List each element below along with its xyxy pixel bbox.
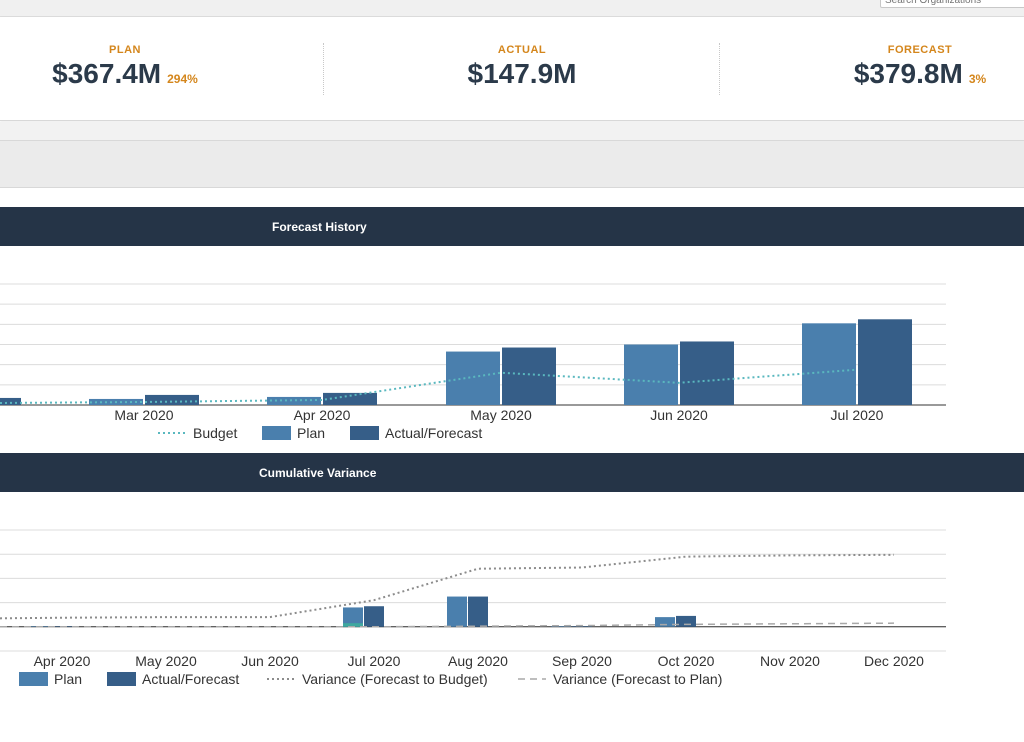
legend-actual-forecast-label: Actual/Forecast <box>385 425 482 441</box>
forecast-history-header: Forecast History <box>0 207 1024 246</box>
kpi-forecast-value: $379.8M 3% <box>800 58 1024 90</box>
kpi-actual-label: ACTUAL <box>497 44 547 56</box>
x-tick-label: Apr 2020 <box>34 653 91 669</box>
legend-plan-swatch <box>19 672 48 686</box>
kpi-plan-percent: 294% <box>167 72 198 86</box>
plan-bar-jun-2020 <box>624 344 678 405</box>
plan-bar-sep-2020 <box>551 626 571 627</box>
kpi-forecast-amount: $379.8M <box>853 58 963 89</box>
actual-forecast-bar-oct-2020 <box>676 615 696 627</box>
legend-plan-label: Plan <box>54 671 82 687</box>
variance-bar-jul-2020 <box>343 623 363 627</box>
x-tick-label: Nov 2020 <box>760 653 820 669</box>
forecast-history-title: Forecast History <box>272 220 367 234</box>
actual-forecast-bar-sep-2020 <box>572 626 592 627</box>
x-tick-label: Jun 2020 <box>650 407 708 423</box>
top-strip <box>0 0 1024 17</box>
section-gap <box>0 122 1024 140</box>
legend-actual-forecast-swatch <box>350 426 379 440</box>
x-tick-label: Apr 2020 <box>294 407 351 423</box>
x-tick-label: May 2020 <box>135 653 197 669</box>
x-tick-label: Oct 2020 <box>658 653 715 669</box>
x-tick-label: Mar 2020 <box>114 407 173 423</box>
actual-forecast-bar-feb-2020 <box>0 397 21 405</box>
legend-actual-forecast-label: Actual/Forecast <box>142 671 239 687</box>
actual-forecast-bar-mar-2020 <box>145 394 199 405</box>
plan-bar-may-2020 <box>446 351 500 405</box>
x-tick-label: Jul 2020 <box>348 653 401 669</box>
kpi-forecast-percent: 3% <box>968 72 987 86</box>
search-organizations-input[interactable] <box>880 0 1024 8</box>
actual-forecast-bar-may-2020 <box>502 347 556 405</box>
x-tick-label: Aug 2020 <box>448 653 508 669</box>
forecast-history-chart: Mar 2020 Apr 2020 May 2020 Jun 2020 Jul 2020… <box>0 283 946 441</box>
actual-forecast-bar-jun-2020 <box>680 341 734 405</box>
variance-forecast-to-plan-line <box>0 622 895 628</box>
kpi-plan-value: $367.4M 294% <box>0 58 250 90</box>
actual-forecast-bar-aug-2020 <box>468 596 488 627</box>
legend-plan-label: Plan <box>297 425 325 441</box>
cumulative-variance-header: Cumulative Variance <box>0 453 1024 492</box>
x-tick-label: Dec 2020 <box>864 653 924 669</box>
kpi-forecast: FORECAST $379.8M 3% <box>800 17 1024 121</box>
legend-variance-budget-label: Variance (Forecast to Budget) <box>302 671 488 687</box>
x-tick-label: Jul 2020 <box>831 407 884 423</box>
cumulative-variance-chart: Apr 2020 May 2020 Jun 2020 Jul 2020 Aug 2020… <box>0 529 946 687</box>
toolbar-strip <box>0 140 1024 188</box>
kpi-plan: PLAN $367.4M 294% <box>0 17 250 121</box>
actual-forecast-bar-apr-2020 <box>323 392 377 405</box>
actual-forecast-bar-jul-2020 <box>364 606 384 627</box>
plan-bar-jul-2020 <box>802 323 856 405</box>
budget-line <box>0 368 858 404</box>
kpi-actual: ACTUAL $147.9M <box>420 17 624 121</box>
plan-bar-aug-2020 <box>447 596 467 627</box>
x-tick-label: Sep 2020 <box>552 653 612 669</box>
legend-variance-plan-label: Variance (Forecast to Plan) <box>553 671 722 687</box>
x-tick-label: May 2020 <box>470 407 532 423</box>
kpi-actual-value: $147.9M <box>420 58 624 90</box>
kpi-plan-amount: $367.4M <box>52 58 162 89</box>
kpi-plan-label: PLAN <box>109 44 141 56</box>
legend-actual-forecast-swatch <box>107 672 136 686</box>
kpi-actual-amount: $147.9M <box>467 58 577 89</box>
plan-bar-apr-2020 <box>267 396 321 405</box>
kpi-divider <box>323 43 324 95</box>
plan-bar-jul-2020 <box>343 607 363 627</box>
actual-forecast-bar-jul-2020 <box>858 319 912 405</box>
kpi-forecast-label: FORECAST <box>887 44 953 56</box>
cumulative-variance-title: Cumulative Variance <box>259 466 377 480</box>
legend-budget-label: Budget <box>193 425 237 441</box>
x-tick-label: Jun 2020 <box>241 653 299 669</box>
kpi-summary-bar: PLAN $367.4M 294% ACTUAL $147.9M FORECAST… <box>0 17 1024 121</box>
plan-bar-oct-2020 <box>655 617 675 627</box>
legend-plan-swatch <box>262 426 291 440</box>
kpi-divider <box>719 43 720 95</box>
